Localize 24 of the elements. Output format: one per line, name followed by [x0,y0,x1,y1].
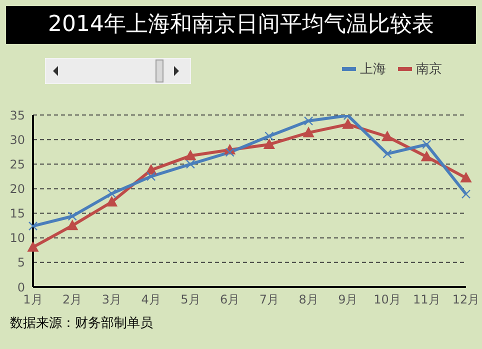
x-tick-label: 8月 [298,292,318,307]
y-tick-label: 30 [10,132,25,147]
y-tick-label: 25 [10,157,25,172]
x-tick-label: 12月 [452,292,480,307]
x-tick-label: 11月 [412,292,440,307]
y-tick-label: 5 [17,256,25,270]
y-tick-label: 0 [17,280,25,294]
y-tick-label: 20 [10,182,25,196]
x-tick-label: 9月 [338,292,358,307]
x-tick-label: 4月 [141,292,161,307]
y-tick-label: 35 [10,108,25,122]
x-tick-label: 2月 [62,292,82,307]
x-tick-label: 7月 [259,292,279,307]
x-tick-label: 10月 [374,292,401,307]
x-tick-label: 5月 [180,292,200,307]
legend-label: 南京 [415,61,442,78]
y-tick-label: 10 [10,231,25,246]
x-tick-label: 6月 [220,292,240,307]
legend-label: 上海 [359,61,386,78]
x-tick-label: 1月 [23,292,43,307]
y-tick-label: 15 [10,206,25,221]
source-note: 数据来源：财务部制单员 [10,315,153,332]
chart-title: 2014年上海和南京日间平均气温比较表 [6,6,476,44]
x-tick-label: 3月 [102,292,122,307]
